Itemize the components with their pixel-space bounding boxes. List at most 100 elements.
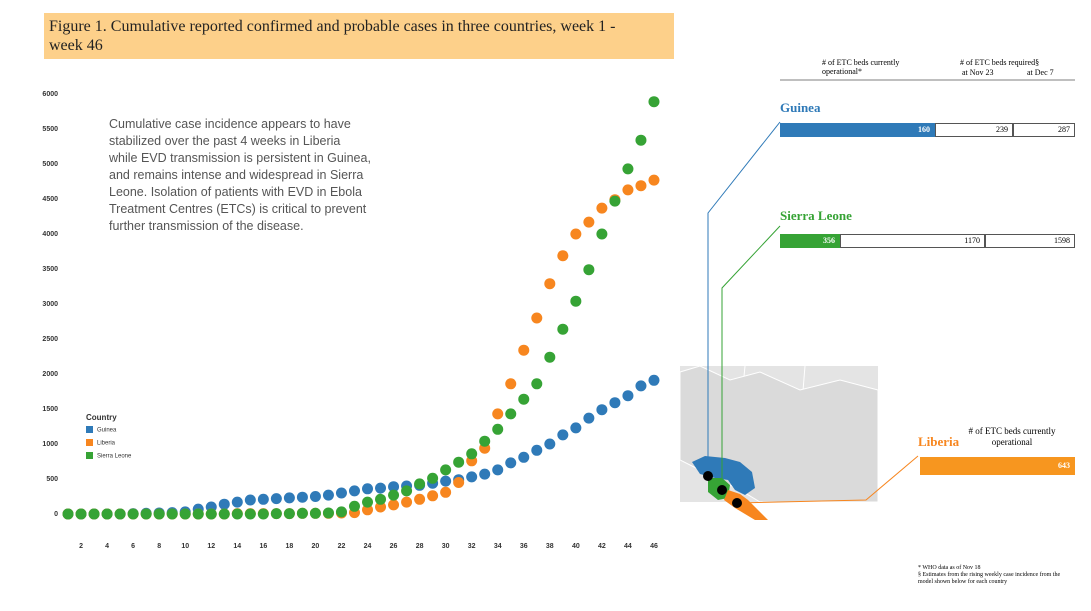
point xyxy=(88,508,100,520)
point xyxy=(414,478,426,490)
beds-current: 356 xyxy=(780,234,840,248)
point xyxy=(375,501,387,513)
point xyxy=(335,506,347,518)
point xyxy=(635,180,647,192)
x-tick-label: 16 xyxy=(259,543,267,550)
point xyxy=(635,134,647,146)
y-tick-label: 3000 xyxy=(42,301,58,308)
point xyxy=(492,423,504,435)
point xyxy=(322,489,334,501)
beds-dec7: 1598 xyxy=(985,234,1075,248)
map-marker xyxy=(717,485,727,495)
point xyxy=(114,508,126,520)
point xyxy=(179,508,191,520)
point xyxy=(544,278,556,290)
x-tick-label: 46 xyxy=(650,543,658,550)
point xyxy=(505,457,517,469)
footnote: * WHO data as of Nov 18 xyxy=(918,565,981,571)
point xyxy=(583,216,595,228)
point xyxy=(544,438,556,450)
legend-swatch xyxy=(86,452,93,459)
y-tick-label: 5500 xyxy=(42,126,58,133)
y-tick-label: 4500 xyxy=(42,196,58,203)
point xyxy=(531,312,543,324)
point xyxy=(427,490,439,502)
beds-nov23: 1170 xyxy=(840,234,985,248)
point xyxy=(557,250,569,262)
x-tick-label: 10 xyxy=(181,543,189,550)
point xyxy=(518,393,530,405)
point xyxy=(453,456,465,468)
point xyxy=(283,492,295,504)
point xyxy=(388,499,400,511)
point xyxy=(570,422,582,434)
point xyxy=(375,482,387,494)
point xyxy=(648,374,660,386)
x-tick-label: 42 xyxy=(598,543,606,550)
point xyxy=(648,96,660,108)
x-tick-label: 28 xyxy=(416,543,424,550)
x-tick-label: 12 xyxy=(207,543,215,550)
point xyxy=(218,508,230,520)
legend-title: Country xyxy=(86,413,117,422)
map-marker xyxy=(703,471,713,481)
point xyxy=(75,508,87,520)
point xyxy=(466,471,478,483)
legend-label: Liberia xyxy=(97,441,116,447)
point xyxy=(127,508,139,520)
point xyxy=(192,508,204,520)
point xyxy=(583,412,595,424)
legend-swatch xyxy=(86,426,93,433)
x-tick-label: 24 xyxy=(364,543,372,550)
y-tick-label: 4000 xyxy=(42,231,58,238)
point xyxy=(622,184,634,196)
y-tick-label: 6000 xyxy=(42,91,58,98)
y-tick-label: 1500 xyxy=(42,406,58,413)
footnote: § Estimates from the rising weekly case … xyxy=(918,572,1061,585)
x-tick-label: 2 xyxy=(79,543,83,550)
legend-swatch xyxy=(86,439,93,446)
point xyxy=(270,508,282,520)
point xyxy=(244,508,256,520)
point xyxy=(557,323,569,335)
point xyxy=(622,163,634,175)
point xyxy=(296,507,308,519)
point xyxy=(609,397,621,409)
header-nov23: at Nov 23 xyxy=(962,68,994,77)
x-tick-label: 44 xyxy=(624,543,632,550)
point xyxy=(596,404,608,416)
header-liberia: # of ETC beds currently operational xyxy=(968,426,1056,447)
legend-label: Guinea xyxy=(97,428,117,434)
point xyxy=(518,344,530,356)
x-tick-label: 22 xyxy=(338,543,346,550)
x-tick-label: 30 xyxy=(442,543,450,550)
point xyxy=(231,496,243,508)
beds-current: 160 xyxy=(780,123,935,137)
point xyxy=(622,390,634,402)
figure-label: Figure 1. xyxy=(49,18,107,35)
point xyxy=(479,435,491,447)
point xyxy=(166,508,178,520)
point xyxy=(440,475,452,487)
x-tick-label: 32 xyxy=(468,543,476,550)
point xyxy=(648,174,660,186)
y-tick-label: 0 xyxy=(54,511,58,518)
y-tick-label: 500 xyxy=(46,476,58,483)
point xyxy=(362,483,374,495)
point xyxy=(348,500,360,512)
x-tick-label: 20 xyxy=(312,543,320,550)
point xyxy=(492,408,504,420)
point xyxy=(153,508,165,520)
point xyxy=(414,493,426,505)
x-tick-label: 14 xyxy=(233,543,241,550)
point xyxy=(440,464,452,476)
point xyxy=(505,408,517,420)
legend-label: Sierra Leone xyxy=(97,454,132,460)
point xyxy=(609,195,621,207)
point xyxy=(401,496,413,508)
point xyxy=(557,429,569,441)
y-tick-label: 5000 xyxy=(42,161,58,168)
point xyxy=(596,202,608,214)
annotation: Cumulative case incidence appears to hav… xyxy=(109,117,371,233)
